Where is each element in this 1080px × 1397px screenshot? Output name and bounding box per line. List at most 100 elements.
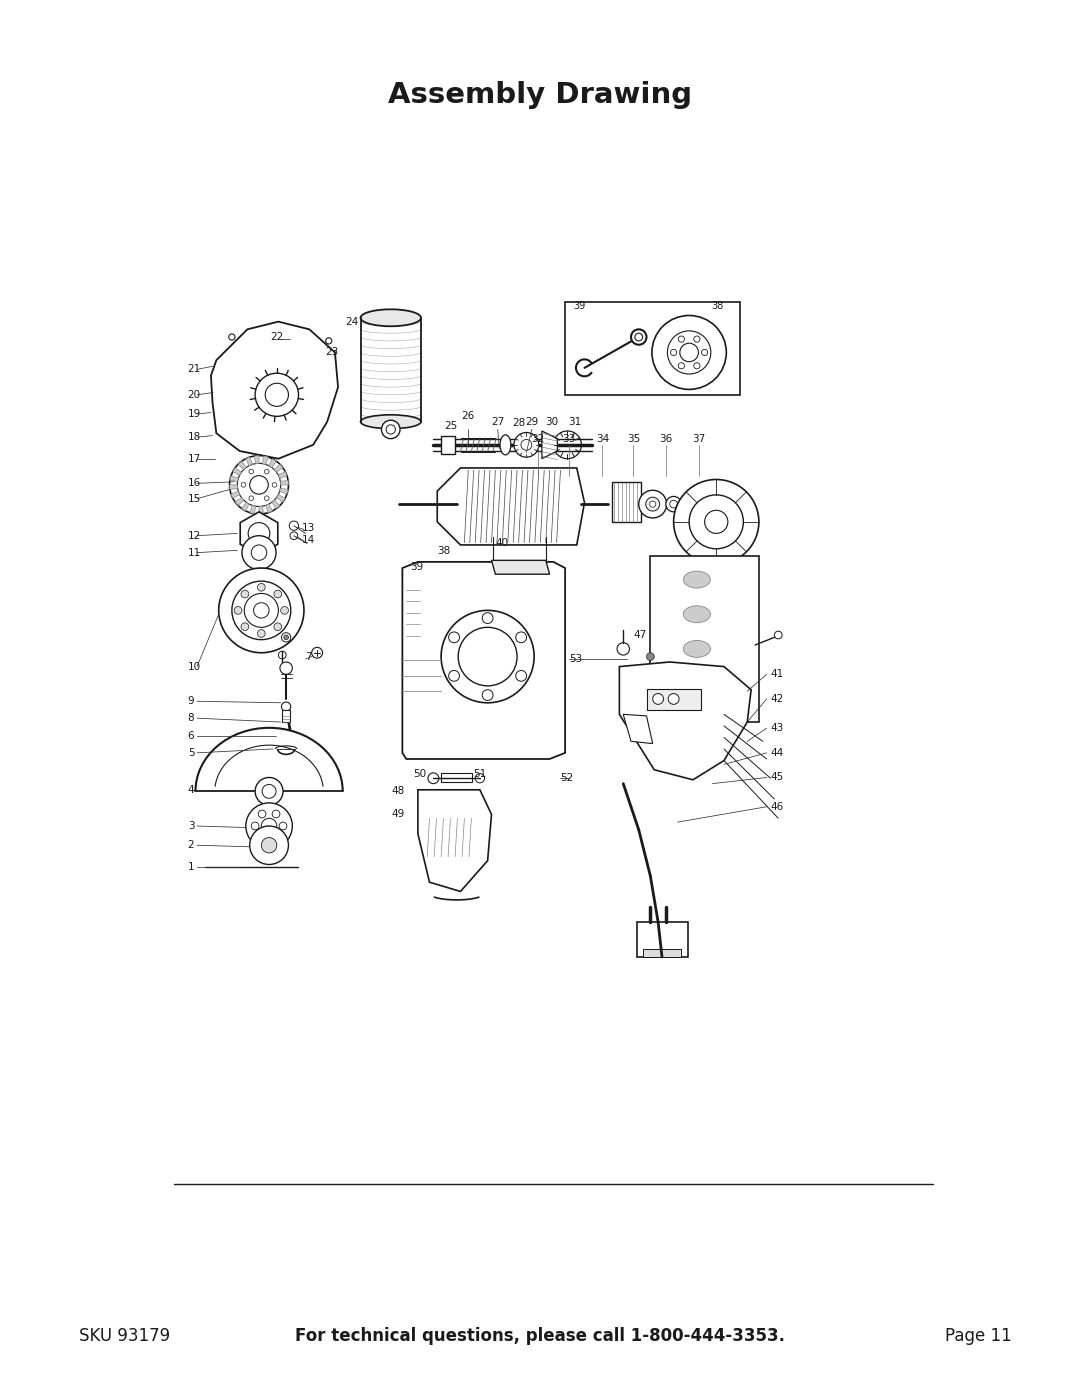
Circle shape [257,630,266,637]
Circle shape [246,803,293,849]
Ellipse shape [361,415,421,429]
Text: 34: 34 [596,433,609,444]
Circle shape [448,631,459,643]
Polygon shape [623,714,652,743]
Circle shape [249,475,268,495]
Circle shape [669,693,679,704]
Bar [611,482,642,522]
Circle shape [257,584,266,591]
Text: 5: 5 [188,747,194,757]
Circle shape [248,496,254,500]
Text: 19: 19 [188,409,201,419]
Circle shape [280,662,293,675]
Text: 33: 33 [563,433,576,444]
Circle shape [521,440,531,450]
Circle shape [241,623,248,630]
Circle shape [244,594,279,627]
Circle shape [678,337,685,342]
Bar [650,556,759,722]
Text: 18: 18 [188,432,201,441]
Circle shape [684,502,690,507]
Circle shape [284,636,288,640]
Circle shape [702,349,707,355]
Polygon shape [230,485,238,489]
Bar [441,436,455,454]
Polygon shape [249,506,256,514]
Text: 20: 20 [188,390,201,400]
Ellipse shape [684,640,711,658]
Circle shape [274,590,282,598]
Circle shape [272,810,280,817]
Text: 41: 41 [770,669,784,679]
Text: 51: 51 [473,768,486,778]
Text: 3: 3 [188,821,194,831]
Text: 47: 47 [633,630,647,640]
Bar [647,689,701,711]
Ellipse shape [684,710,711,726]
Text: 15: 15 [188,493,201,504]
Bar [637,922,688,957]
Text: 37: 37 [692,433,706,444]
Text: 17: 17 [188,454,201,464]
Circle shape [252,823,259,830]
Circle shape [262,784,276,798]
Text: 32: 32 [531,433,544,444]
Text: 7: 7 [306,651,312,662]
Circle shape [679,344,699,362]
Text: 27: 27 [491,416,504,426]
Circle shape [241,590,248,598]
Ellipse shape [684,675,711,692]
Text: For technical questions, please call 1-800-444-3353.: For technical questions, please call 1-8… [295,1327,785,1344]
Circle shape [258,810,266,817]
Polygon shape [240,511,278,555]
Circle shape [281,606,288,615]
Circle shape [252,545,267,560]
Polygon shape [245,457,253,465]
Polygon shape [276,495,285,502]
Bar [441,773,472,782]
Circle shape [230,455,288,514]
Text: 11: 11 [188,548,201,557]
Circle shape [652,693,663,704]
Circle shape [254,602,269,617]
Circle shape [674,479,759,564]
Text: 29: 29 [525,416,539,426]
Circle shape [255,373,298,416]
Circle shape [458,627,517,686]
Text: 42: 42 [770,694,784,704]
Circle shape [289,521,298,531]
Circle shape [652,316,727,390]
Circle shape [638,490,666,518]
Polygon shape [231,492,240,499]
Bar [282,711,291,722]
Circle shape [218,569,303,652]
Ellipse shape [684,571,711,588]
Circle shape [671,349,677,355]
Polygon shape [266,504,272,513]
Text: 31: 31 [568,416,581,426]
Polygon shape [279,472,287,478]
Circle shape [516,671,527,682]
Circle shape [272,482,276,488]
Text: 40: 40 [496,538,509,549]
Ellipse shape [361,309,421,327]
Polygon shape [235,497,244,506]
Text: 12: 12 [188,531,201,541]
Text: 8: 8 [188,714,194,724]
Circle shape [282,703,291,711]
Text: Assembly Drawing: Assembly Drawing [388,81,692,109]
Text: 49: 49 [391,809,405,820]
Polygon shape [619,662,751,780]
Circle shape [680,497,693,510]
Circle shape [646,497,660,511]
Polygon shape [437,468,584,545]
Text: 14: 14 [301,535,315,545]
Circle shape [666,496,681,511]
Polygon shape [403,562,565,759]
Polygon shape [272,500,280,509]
Circle shape [326,338,332,344]
Circle shape [693,363,700,369]
Circle shape [291,532,298,539]
Text: 22: 22 [271,332,284,342]
Text: 26: 26 [461,411,475,420]
